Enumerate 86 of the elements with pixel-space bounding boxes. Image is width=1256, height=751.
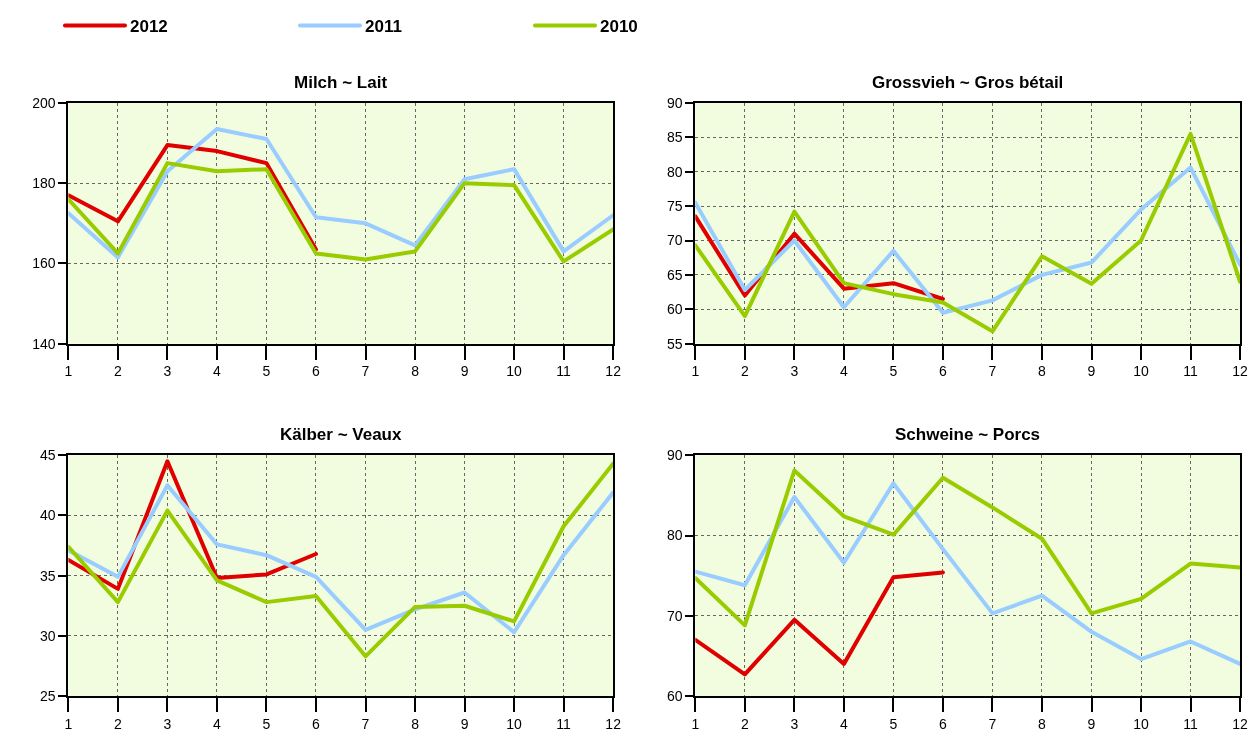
x-tick-label: 10 [1133,363,1150,380]
y-tick-label: 160 [32,255,56,272]
y-tick-label: 60 [666,301,683,318]
x-tick-label: 8 [1038,715,1047,732]
y-tick-label: 140 [32,335,56,352]
x-tick-label: 12 [1232,715,1249,732]
x-tick-label: 6 [312,363,321,380]
line-series [695,131,1241,334]
x-tick-label: 9 [460,715,469,732]
x-tick-label: 2 [114,715,122,732]
x-tick-label: 8 [1038,363,1047,380]
x-tick-label: 12 [605,363,622,380]
x-tick-label: 9 [1087,363,1096,380]
x-tick-label: 8 [411,363,420,380]
x-tick-label: 11 [1183,715,1199,732]
y-tick-label: 30 [40,627,56,644]
y-tick-label: 200 [32,94,56,111]
x-tick-label: 12 [605,715,622,732]
x-tick-label: 10 [506,363,523,380]
line-series [695,165,1241,315]
x-tick-label: 5 [262,363,271,380]
x-tick-label: 3 [163,715,172,732]
x-tick-label: 11 [556,363,572,380]
x-tick-label: 2 [740,715,749,732]
x-tick-label: 9 [460,363,469,380]
y-tick-label: 70 [666,232,683,249]
line-series [695,468,1241,628]
x-tick-label: 4 [840,363,848,380]
y-tick-label: 55 [666,335,683,352]
y-tick-label: 75 [666,198,683,215]
x-tick-label: 7 [361,363,370,380]
line-series [68,161,614,264]
y-tick-label: 90 [666,447,683,464]
x-tick-label: 1 [691,363,700,380]
y-tick-label: 25 [40,687,56,704]
x-tick-label: 11 [556,715,572,732]
x-tick-label: 3 [790,715,799,732]
line-series [68,483,614,635]
chart-title: Schweine ~ Porcs [895,425,1041,444]
line-series [68,143,318,252]
x-tick-label: 5 [889,363,898,380]
x-tick-label: 4 [213,363,222,380]
chart-title: Milch ~ Lait [294,73,388,92]
x-tick-label: 1 [691,715,700,732]
x-tick-label: 6 [939,363,948,380]
line-series [695,570,945,677]
x-tick-label: 3 [790,363,799,380]
x-tick-label: 9 [1087,715,1096,732]
legend-label: 2012 [129,17,168,37]
y-tick-label: 35 [40,567,56,584]
x-tick-label: 5 [262,715,271,732]
x-tick-label: 1 [64,715,73,732]
x-tick-label: 3 [163,363,172,380]
line-series [68,127,614,260]
y-tick-label: 60 [666,687,683,704]
x-tick-label: 6 [939,715,948,732]
x-tick-label: 1 [64,363,73,380]
x-tick-label: 7 [988,715,997,732]
y-tick-label: 85 [666,129,683,146]
x-tick-label: 12 [1232,363,1249,380]
x-tick-label: 4 [840,715,848,732]
y-tick-label: 80 [666,527,683,544]
line-series [695,481,1241,666]
x-tick-label: 10 [506,715,523,732]
legend-label: 2010 [599,17,638,37]
x-tick-label: 7 [988,363,997,380]
x-tick-label: 4 [213,715,222,732]
y-tick-label: 65 [666,266,683,283]
line-series [68,461,614,659]
x-tick-label: 10 [1133,715,1150,732]
y-tick-label: 70 [666,607,683,624]
x-tick-label: 11 [1183,363,1199,380]
x-tick-label: 5 [889,715,898,732]
legend-label: 2011 [364,17,402,37]
y-tick-label: 90 [666,94,683,111]
chart-title: Kälber ~ Veaux [280,425,402,444]
x-tick-label: 6 [312,715,321,732]
y-tick-label: 40 [40,507,56,524]
x-tick-label: 2 [114,363,122,380]
x-tick-label: 8 [411,715,420,732]
x-tick-label: 2 [740,363,749,380]
y-tick-label: 180 [32,175,56,192]
y-tick-label: 45 [40,447,56,464]
x-tick-label: 7 [361,715,370,732]
chart-title: Grossvieh ~ Gros bétail [872,73,1064,92]
y-tick-label: 80 [666,163,683,180]
